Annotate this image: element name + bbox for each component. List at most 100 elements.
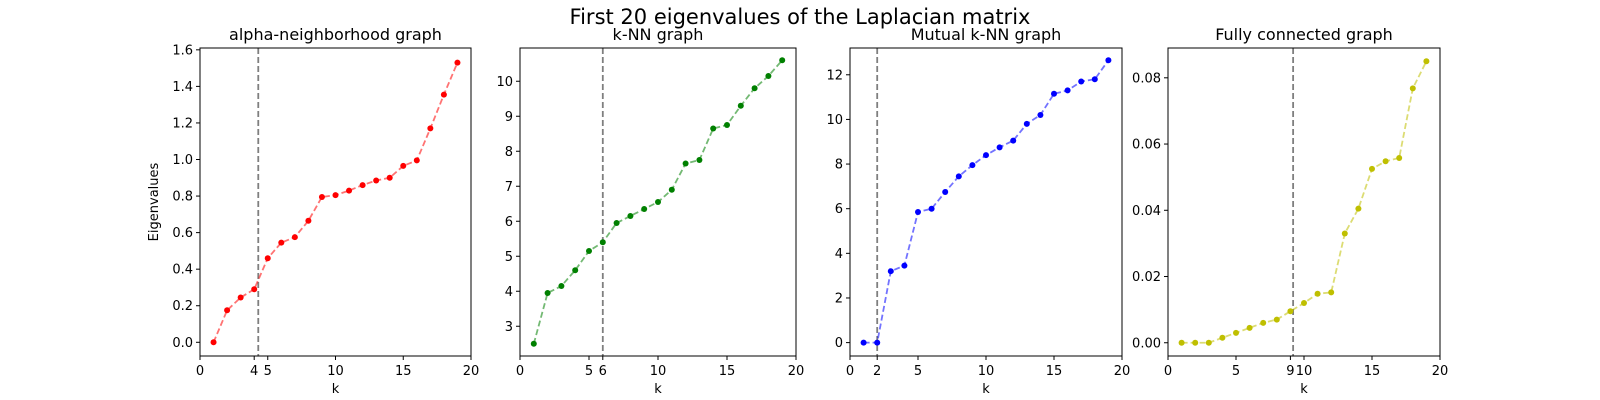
- data-point: [996, 144, 1003, 151]
- data-point: [386, 174, 393, 181]
- x-tick-label: 15: [719, 364, 736, 379]
- panel-title: alpha-neighborhood graph: [229, 25, 442, 44]
- data-point: [1396, 154, 1403, 161]
- data-point: [928, 205, 935, 212]
- data-point: [724, 122, 730, 128]
- data-point: [969, 162, 976, 169]
- data-point: [291, 234, 298, 241]
- y-tick-label: 6: [835, 202, 843, 217]
- y-tick-label: 1.0: [172, 153, 193, 168]
- y-tick-label: 7: [505, 180, 513, 195]
- data-point: [655, 199, 661, 205]
- x-tick-label: 4: [250, 364, 258, 379]
- x-tick-label: 15: [1046, 364, 1063, 379]
- data-point: [901, 262, 908, 269]
- data-point: [682, 160, 689, 167]
- x-tick-label: 15: [1364, 364, 1381, 379]
- y-tick-label: 9: [505, 110, 513, 125]
- panel-title: Fully connected graph: [1215, 25, 1393, 44]
- data-point: [1064, 87, 1071, 94]
- data-point: [1091, 76, 1098, 83]
- x-tick-label: 10: [978, 364, 995, 379]
- x-tick-label: 5: [914, 364, 922, 379]
- y-tick-label: 1.6: [172, 43, 193, 58]
- y-tick-label: 1.2: [172, 116, 193, 131]
- data-point: [1355, 205, 1362, 212]
- panel-title: k-NN graph: [613, 25, 704, 44]
- y-tick-label: 0.4: [172, 263, 193, 278]
- y-tick-label: 8: [505, 145, 513, 160]
- data-point: [860, 339, 867, 346]
- data-point: [400, 162, 407, 169]
- data-point: [1382, 158, 1389, 165]
- data-point: [359, 182, 366, 189]
- x-axis-label: k: [654, 382, 662, 397]
- series-line: [863, 59, 1110, 344]
- y-tick-label: 10: [826, 113, 843, 128]
- data-point: [530, 340, 537, 347]
- data-point: [1205, 339, 1212, 346]
- data-point: [874, 339, 881, 346]
- x-tick-label: 0: [196, 364, 204, 379]
- x-tick-label: 20: [463, 364, 480, 379]
- y-tick-label: 0.04: [1132, 204, 1161, 219]
- y-tick-label: 4: [835, 247, 843, 262]
- chart-panel: Mutual k-NN graph 0 2 5 10 15 20 0 2 4 6 8 10 12 k: [826, 25, 1130, 397]
- data-point: [1341, 230, 1348, 237]
- data-point: [1260, 319, 1267, 326]
- data-point: [1233, 329, 1239, 336]
- y-tick-label: 0.8: [172, 190, 193, 205]
- data-point: [454, 59, 461, 66]
- data-point: [1246, 324, 1253, 331]
- data-point: [1105, 57, 1112, 64]
- data-point: [224, 307, 231, 314]
- data-point: [710, 125, 717, 132]
- data-point: [346, 187, 353, 194]
- data-point: [1037, 111, 1044, 118]
- data-point: [887, 268, 894, 275]
- data-point: [696, 157, 703, 163]
- data-point: [942, 188, 949, 195]
- x-tick-label: 10: [1296, 364, 1313, 379]
- y-tick-label: 6: [505, 215, 513, 230]
- y-tick-label: 1.4: [172, 80, 193, 95]
- data-point: [1178, 339, 1185, 346]
- x-tick-label: 10: [650, 364, 667, 379]
- y-tick-label: 0.6: [172, 226, 193, 241]
- data-point: [1273, 316, 1280, 323]
- data-point: [751, 85, 758, 92]
- x-tick-label: 0: [1164, 364, 1172, 379]
- x-tick-label: 15: [395, 364, 412, 379]
- y-tick-label: 0.02: [1132, 270, 1161, 285]
- data-point: [641, 206, 648, 212]
- data-point: [1078, 78, 1085, 85]
- x-tick-label: 20: [1114, 364, 1131, 379]
- data-point: [558, 283, 565, 289]
- data-point: [1423, 58, 1430, 65]
- x-tick-label: 20: [1432, 364, 1449, 379]
- data-point: [1051, 90, 1057, 97]
- x-tick-label: 5: [585, 364, 593, 379]
- y-tick-label: 8: [835, 158, 843, 173]
- data-point: [1301, 300, 1307, 307]
- data-point: [413, 157, 420, 164]
- series-line: [212, 62, 459, 343]
- y-tick-label: 4: [505, 285, 513, 300]
- data-point: [1010, 137, 1017, 144]
- y-tick-label: 3: [505, 320, 513, 335]
- data-point: [613, 220, 620, 226]
- data-point: [544, 290, 551, 296]
- data-point: [1287, 308, 1294, 315]
- x-tick-label: 5: [264, 364, 272, 379]
- data-point: [599, 239, 606, 246]
- x-tick-label: 2: [873, 364, 881, 379]
- x-axis-label: k: [982, 382, 990, 397]
- data-point: [440, 91, 447, 98]
- data-point: [373, 177, 380, 184]
- data-point: [983, 152, 989, 159]
- y-tick-label: 0.08: [1132, 71, 1161, 86]
- data-point: [955, 173, 962, 180]
- data-point: [318, 193, 325, 200]
